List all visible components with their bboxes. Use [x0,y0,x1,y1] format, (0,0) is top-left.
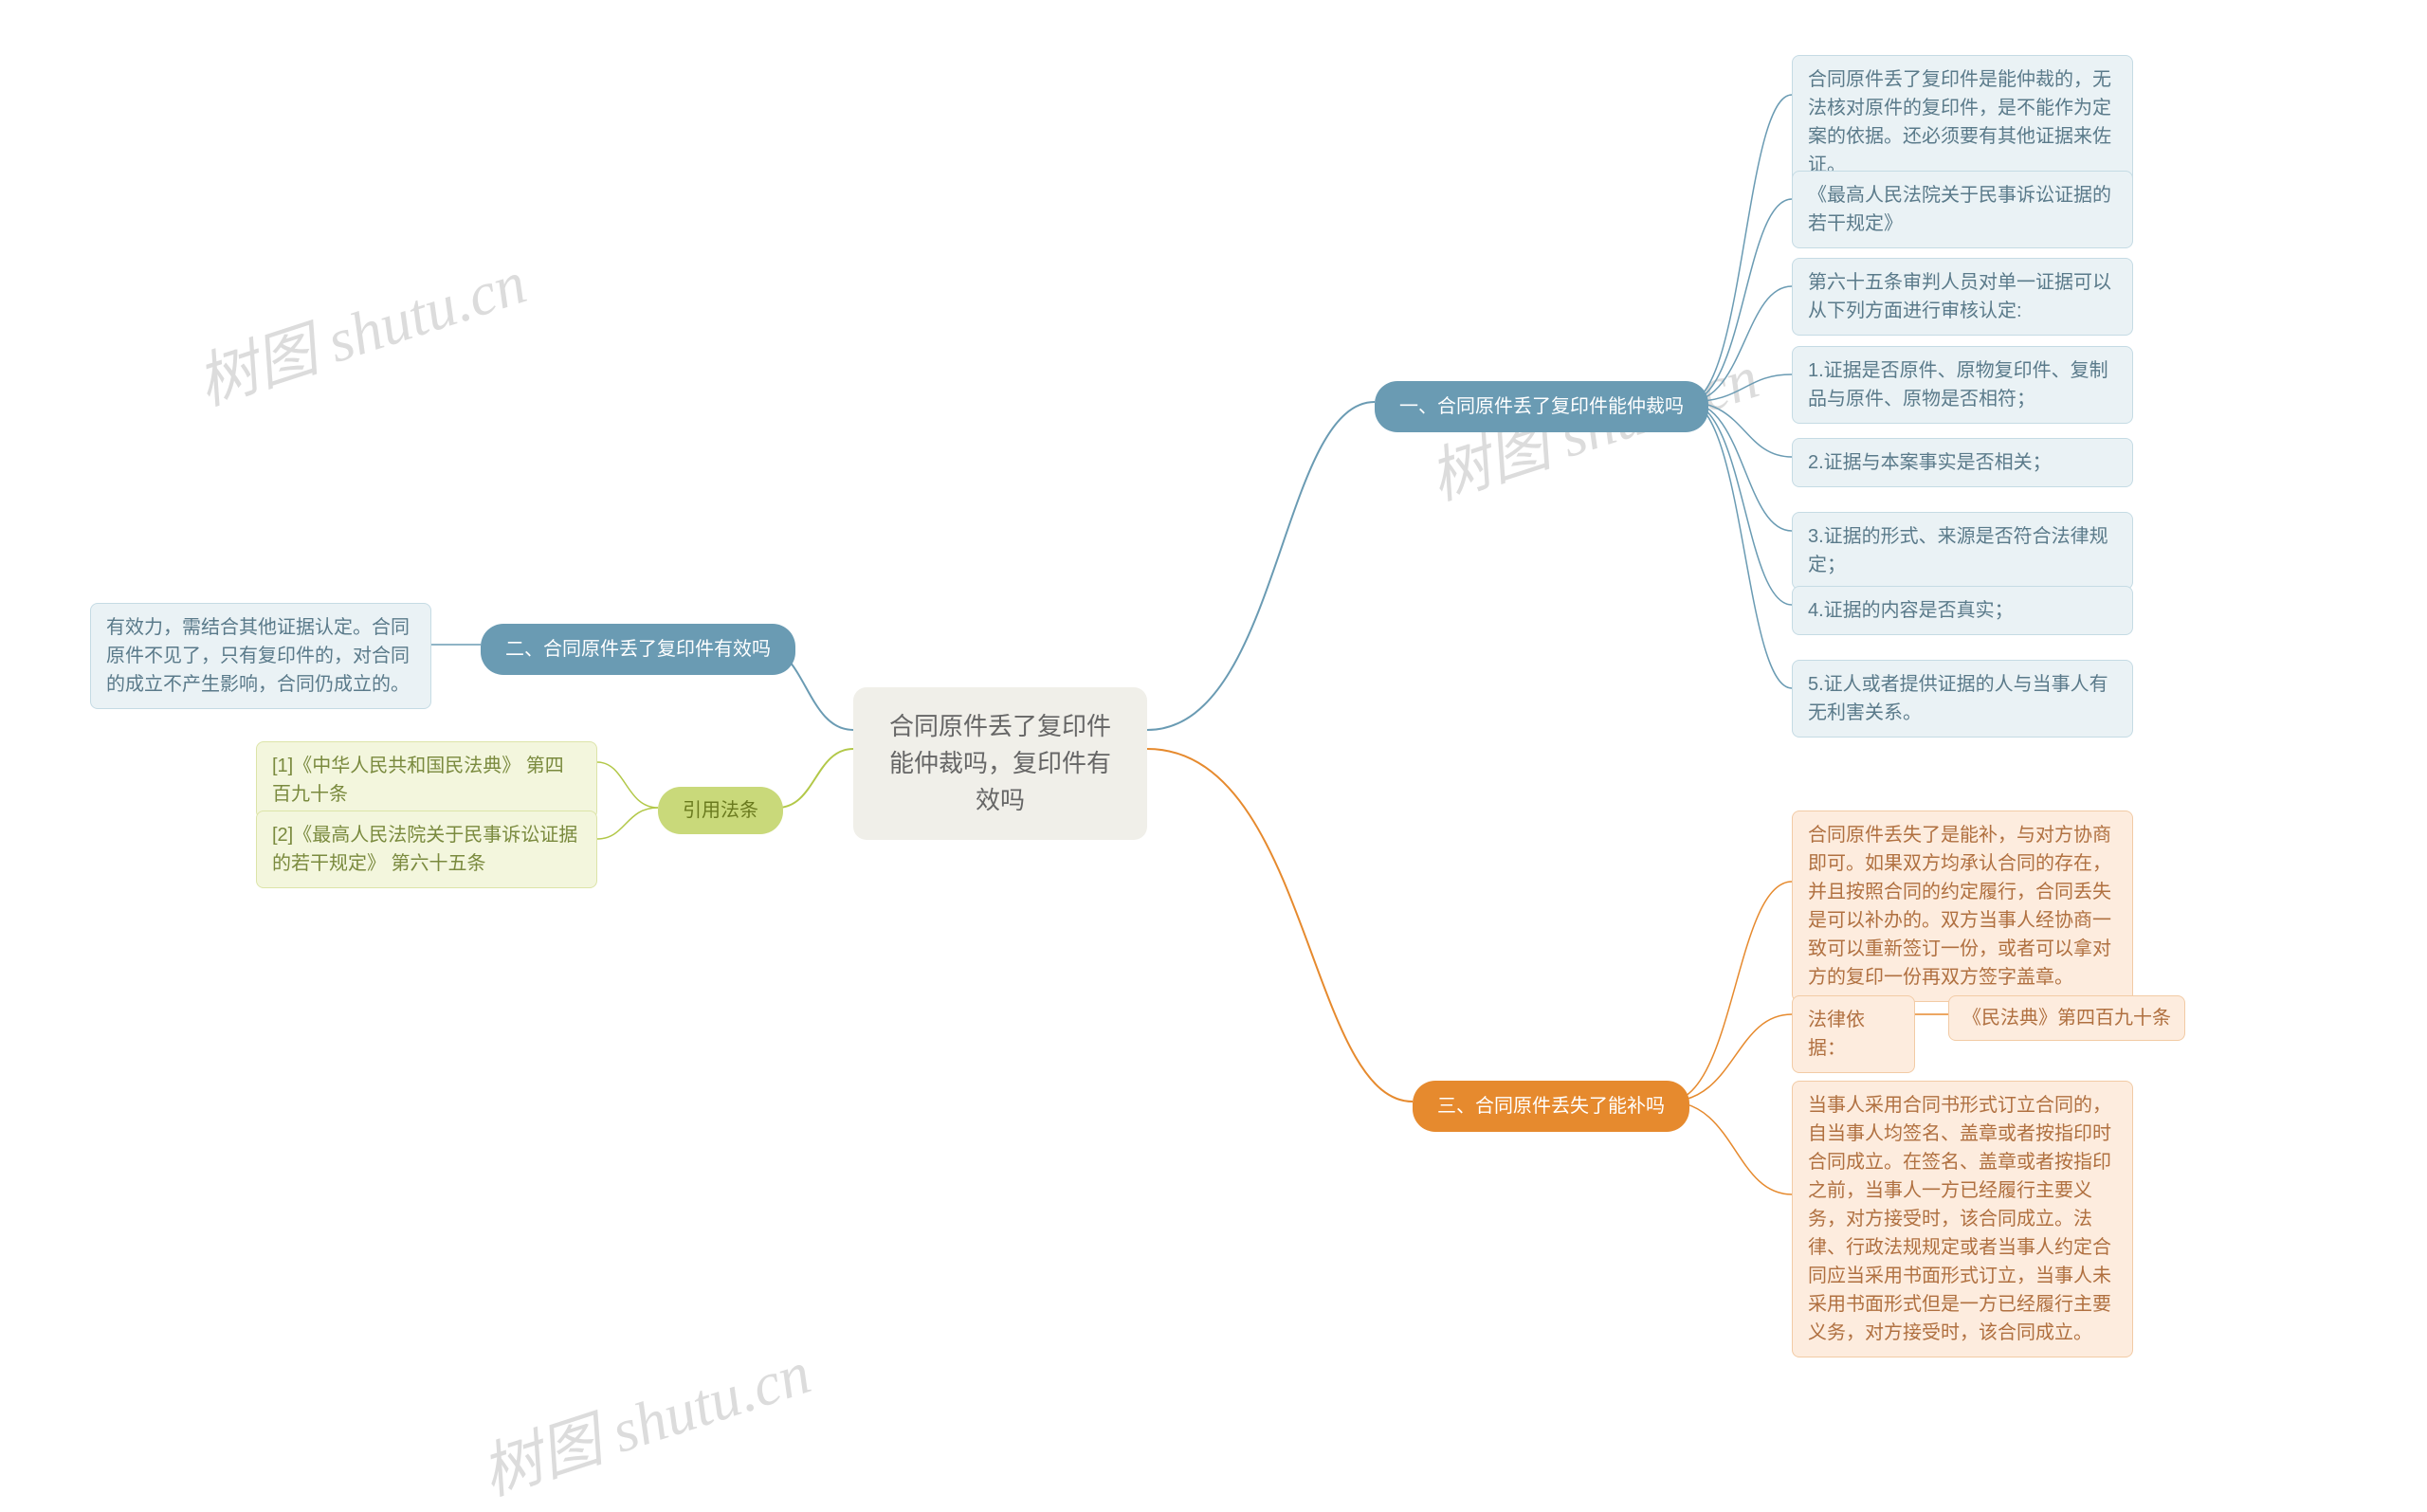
branch-node-1[interactable]: 一、合同原件丢了复印件能仲裁吗 [1375,381,1708,432]
leaf-node[interactable]: 第六十五条审判人员对单一证据可以从下列方面进行审核认定: [1792,258,2133,336]
leaf-text: [2]《最高人民法院关于民事诉讼证据的若干规定》 第六十五条 [272,825,577,874]
mindmap-root[interactable]: 合同原件丢了复印件能仲裁吗，复印件有效吗 [853,687,1147,840]
leaf-text: [1]《中华人民共和国民法典》 第四百九十条 [272,756,564,805]
branch-node-2[interactable]: 二、合同原件丢了复印件有效吗 [481,624,795,675]
leaf-node[interactable]: 有效力，需结合其他证据认定。合同原件不见了，只有复印件的，对合同的成立不产生影响… [90,603,431,709]
branch-label: 引用法条 [683,800,758,821]
leaf-text: 4.证据的内容是否真实； [1808,600,2014,621]
leaf-text: 3.证据的形式、来源是否符合法律规定； [1808,526,2108,575]
root-text: 合同原件丢了复印件能仲裁吗，复印件有效吗 [889,712,1111,814]
leaf-text: 合同原件丢失了是能补，与对方协商即可。如果双方均承认合同的存在，并且按照合同的约… [1808,825,2111,988]
leaf-text: 第六十五条审判人员对单一证据可以从下列方面进行审核认定: [1808,272,2111,321]
leaf-node[interactable]: 1.证据是否原件、原物复印件、复制品与原件、原物是否相符； [1792,346,2133,424]
leaf-text: 法律依据： [1808,1010,1865,1059]
branch-node-4[interactable]: 引用法条 [658,787,783,834]
leaf-text: 1.证据是否原件、原物复印件、复制品与原件、原物是否相符； [1808,360,2108,410]
leaf-node[interactable]: [2]《最高人民法院关于民事诉讼证据的若干规定》 第六十五条 [256,811,597,888]
leaf-text: 《最高人民法院关于民事诉讼证据的若干规定》 [1808,185,2111,234]
branch-label: 三、合同原件丢失了能补吗 [1437,1096,1665,1117]
leaf-node[interactable]: 《最高人民法院关于民事诉讼证据的若干规定》 [1792,171,2133,248]
leaf-node[interactable]: 合同原件丢失了是能补，与对方协商即可。如果双方均承认合同的存在，并且按照合同的约… [1792,811,2133,1002]
leaf-node[interactable]: 4.证据的内容是否真实； [1792,586,2133,635]
leaf-node[interactable]: [1]《中华人民共和国民法典》 第四百九十条 [256,741,597,819]
leaf-text: 《民法典》第四百九十条 [1962,1008,2171,1029]
branch-label: 一、合同原件丢了复印件能仲裁吗 [1399,396,1684,417]
leaf-text: 5.证人或者提供证据的人与当事人有无利害关系。 [1808,674,2108,723]
leaf-node[interactable]: 2.证据与本案事实是否相关； [1792,438,2133,487]
leaf-text: 当事人采用合同书形式订立合同的，自当事人均签名、盖章或者按指印时合同成立。在签名… [1808,1095,2111,1343]
branch-label: 二、合同原件丢了复印件有效吗 [505,639,771,660]
leaf-node[interactable]: 合同原件丢了复印件是能仲裁的，无法核对原件的复印件，是不能作为定案的依据。还必须… [1792,55,2133,190]
branch-node-3[interactable]: 三、合同原件丢失了能补吗 [1413,1081,1689,1132]
leaf-text: 2.证据与本案事实是否相关； [1808,452,2052,473]
leaf-node[interactable]: 法律依据： [1792,995,1915,1073]
leaf-node[interactable]: 3.证据的形式、来源是否符合法律规定； [1792,512,2133,590]
watermark: 树图 shutu.cn [185,234,536,422]
leaf-node[interactable]: 当事人采用合同书形式订立合同的，自当事人均签名、盖章或者按指印时合同成立。在签名… [1792,1081,2133,1357]
leaf-node[interactable]: 5.证人或者提供证据的人与当事人有无利害关系。 [1792,660,2133,738]
leaf-text: 合同原件丢了复印件是能仲裁的，无法核对原件的复印件，是不能作为定案的依据。还必须… [1808,69,2111,175]
watermark: 树图 shutu.cn [469,1324,820,1512]
leaf-text: 有效力，需结合其他证据认定。合同原件不见了，只有复印件的，对合同的成立不产生影响… [106,617,410,695]
leaf-node-sub[interactable]: 《民法典》第四百九十条 [1948,995,2185,1041]
